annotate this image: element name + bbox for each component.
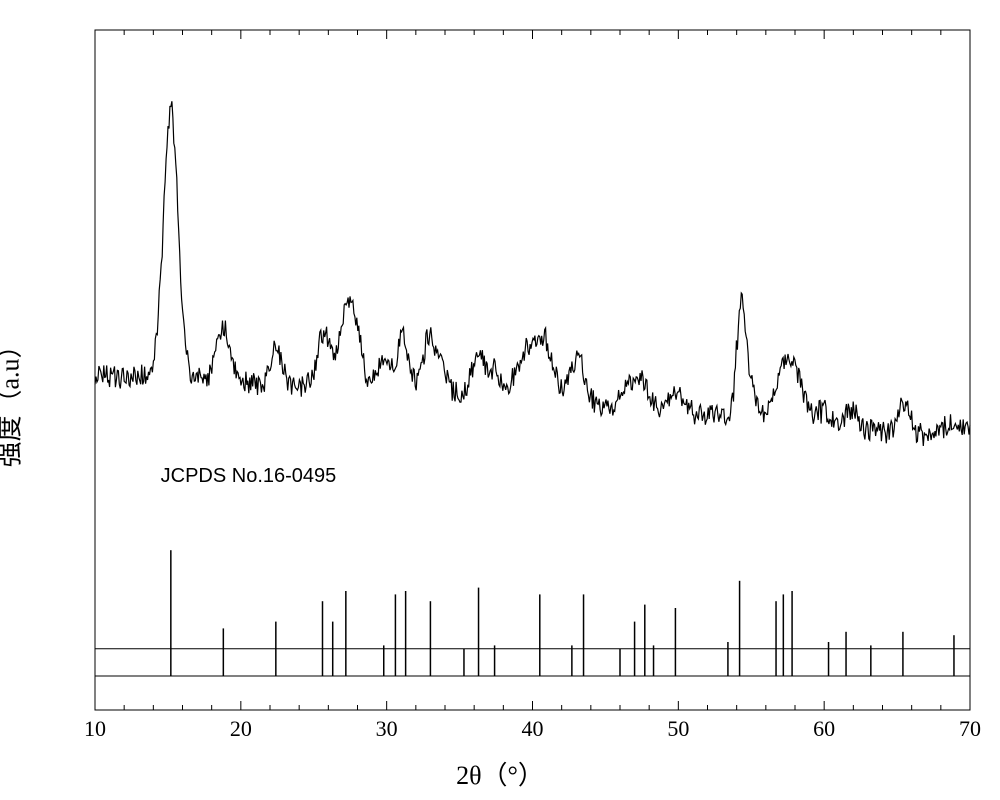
x-tick-label: 30 <box>376 716 398 741</box>
x-tick-label: 10 <box>84 716 106 741</box>
plot-border <box>95 30 970 710</box>
x-tick-label: 40 <box>522 716 544 741</box>
x-axis-label: 2θ（°） <box>456 755 544 792</box>
reference-label: JCPDS No.16-0495 <box>161 465 337 487</box>
y-axis-label: 强度（a.u） <box>0 332 27 467</box>
x-tick-label: 60 <box>813 716 835 741</box>
xrd-trace <box>95 101 970 446</box>
x-tick-label: 70 <box>959 716 981 741</box>
x-tick-label: 20 <box>230 716 252 741</box>
plot-svg: 10 20 30 40 50 60 70 JCPDS No.16-0495 <box>0 0 1000 800</box>
xrd-chart: 强度（a.u） 2θ（°） 10 20 30 40 50 60 70 JCPDS No.16-… <box>0 0 1000 800</box>
x-tick-label: 50 <box>667 716 689 741</box>
